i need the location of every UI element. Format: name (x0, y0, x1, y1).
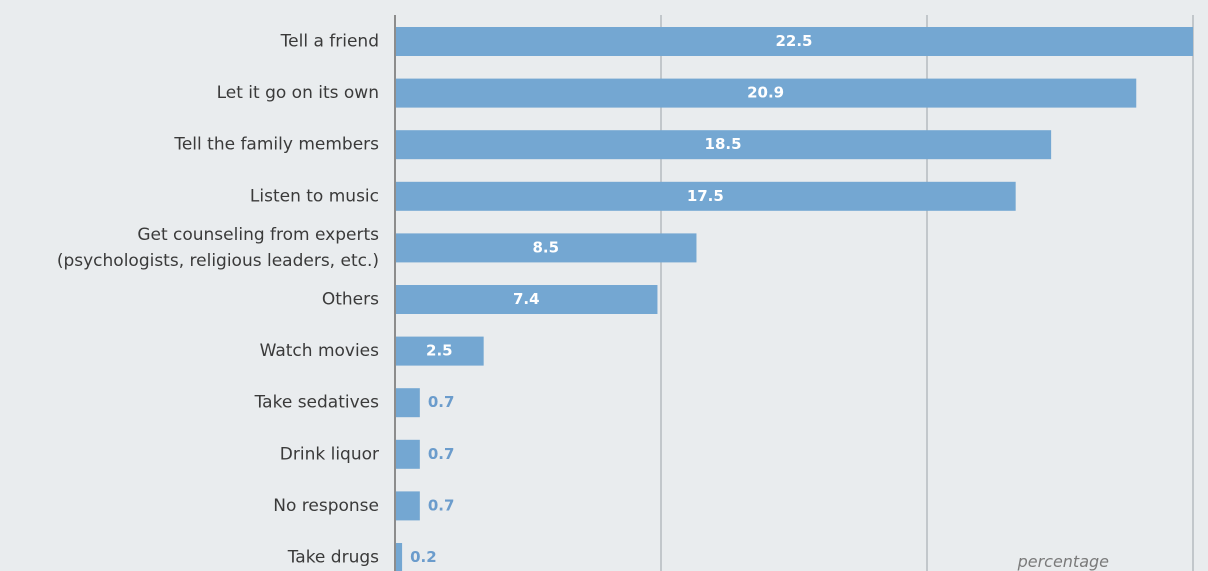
bar-6 (395, 336, 484, 366)
bar-0 (395, 27, 1193, 56)
bar-1 (395, 78, 1137, 108)
category-label-4-line-1: (psychologists, religious leaders, etc.) (57, 251, 379, 271)
category-label-1: Let it go on its own (217, 83, 379, 103)
x-unit-label: percentage (1017, 552, 1110, 571)
value-label-9: 0.7 (428, 496, 455, 514)
bar-8 (395, 439, 420, 469)
category-label-9: No response (273, 496, 379, 516)
bar-4 (395, 233, 697, 263)
value-label-6: 2.5 (426, 342, 453, 360)
value-label-10: 0.2 (410, 548, 437, 566)
value-label-8: 0.7 (428, 445, 455, 463)
bar-5 (395, 285, 658, 314)
value-label-0: 22.5 (775, 32, 812, 50)
bar-10 (395, 543, 403, 571)
category-label-0: Tell a friend (280, 32, 379, 52)
category-label-2: Tell the family members (173, 135, 379, 155)
value-label-7: 0.7 (428, 393, 455, 411)
grid-layer (660, 15, 1194, 571)
bar-layer (395, 27, 1193, 571)
value-label-1: 20.9 (747, 84, 784, 102)
bar-7 (395, 388, 420, 418)
category-label-4-line-0: Get counseling from experts (137, 225, 379, 245)
bar-9 (395, 491, 420, 521)
category-label-7: Take sedatives (254, 393, 380, 413)
category-label-3: Listen to music (250, 186, 379, 206)
category-label-8: Drink liquor (280, 444, 379, 464)
value-label-4: 8.5 (532, 238, 559, 256)
bar-2 (395, 130, 1052, 160)
category-label-6: Watch movies (260, 341, 380, 361)
value-label-5: 7.4 (513, 290, 540, 308)
category-label-10: Take drugs (287, 548, 379, 568)
bar-3 (395, 181, 1016, 211)
value-label-2: 18.5 (705, 135, 742, 153)
value-label-3: 17.5 (687, 187, 724, 205)
label-layer: Tell a friend 22.5 Let it go on its own 20.… (57, 32, 813, 568)
category-label-5: Others (322, 290, 379, 310)
